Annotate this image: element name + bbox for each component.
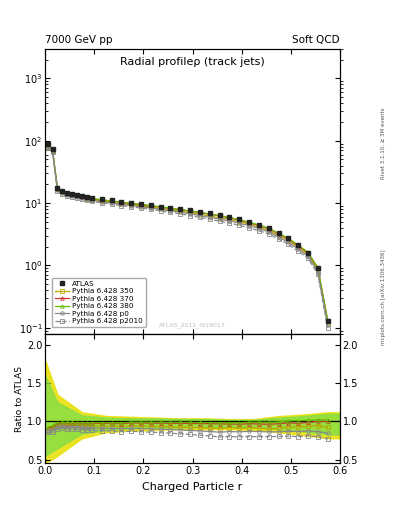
Text: mcplots.cern.ch [arXiv:1306.3436]: mcplots.cern.ch [arXiv:1306.3436] (381, 249, 386, 345)
Text: 7000 GeV pp: 7000 GeV pp (45, 35, 113, 45)
Text: Radial profileρ (track jets): Radial profileρ (track jets) (120, 57, 265, 67)
Text: Soft QCD: Soft QCD (292, 35, 340, 45)
Legend: ATLAS, Pythia 6.428 350, Pythia 6.428 370, Pythia 6.428 380, Pythia 6.428 p0, Py: ATLAS, Pythia 6.428 350, Pythia 6.428 37… (52, 278, 146, 327)
Y-axis label: Ratio to ATLAS: Ratio to ATLAS (15, 366, 24, 432)
Text: Rivet 3.1.10, ≥ 3M events: Rivet 3.1.10, ≥ 3M events (381, 108, 386, 179)
Text: ATLAS_2011_I919017: ATLAS_2011_I919017 (159, 323, 226, 328)
X-axis label: Charged Particle r: Charged Particle r (142, 482, 243, 492)
